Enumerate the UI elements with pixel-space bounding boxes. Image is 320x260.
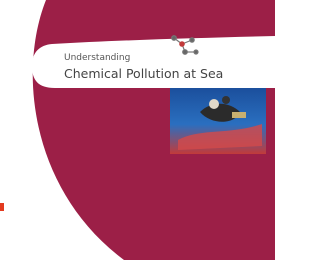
logo-mark [0, 203, 4, 211]
page: Understanding Chemical Pollution at Sea … [0, 0, 275, 260]
photo [170, 88, 266, 154]
subtitle: Understanding [64, 53, 130, 63]
title: Chemical Pollution at Sea [64, 66, 223, 81]
cover: Understanding Chemical Pollution at Sea [0, 0, 275, 260]
